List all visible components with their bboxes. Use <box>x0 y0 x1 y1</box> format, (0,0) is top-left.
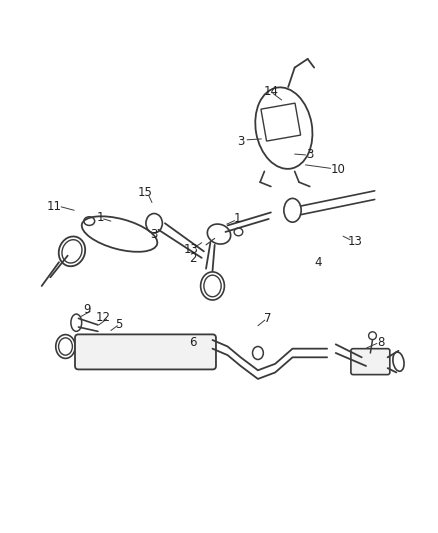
Text: 13: 13 <box>184 243 198 256</box>
Bar <box>261 103 300 141</box>
Text: 5: 5 <box>115 318 122 330</box>
FancyBboxPatch shape <box>351 349 390 375</box>
Text: 1: 1 <box>96 211 104 224</box>
Text: 4: 4 <box>315 256 322 269</box>
Text: 12: 12 <box>95 311 111 324</box>
Text: 6: 6 <box>189 336 197 349</box>
Text: 3: 3 <box>237 135 244 148</box>
Text: 3: 3 <box>150 229 158 241</box>
Text: 7: 7 <box>264 312 271 325</box>
Text: 15: 15 <box>138 187 153 199</box>
Text: 14: 14 <box>263 85 279 98</box>
FancyBboxPatch shape <box>75 334 216 369</box>
Text: 3: 3 <box>306 148 314 160</box>
Text: 8: 8 <box>378 336 385 349</box>
Text: 2: 2 <box>189 252 197 265</box>
Text: 9: 9 <box>83 303 91 316</box>
Text: 11: 11 <box>47 200 62 213</box>
Text: 10: 10 <box>331 163 345 176</box>
Text: 13: 13 <box>348 235 363 248</box>
Text: 1: 1 <box>234 213 241 225</box>
